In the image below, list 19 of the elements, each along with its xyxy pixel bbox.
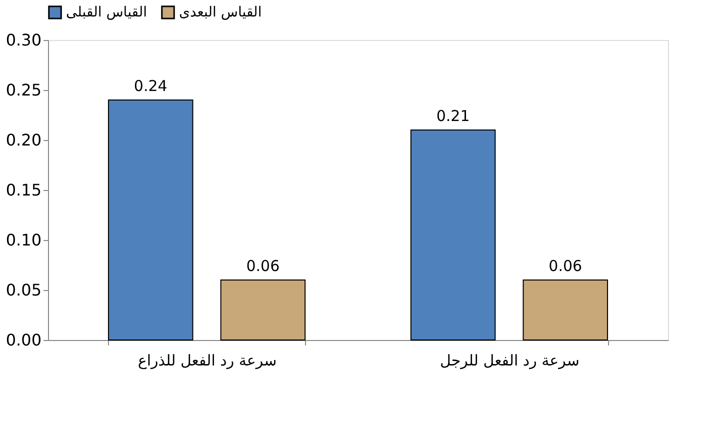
- bar: [410, 130, 496, 340]
- y-tick-label: 0.10: [6, 230, 42, 250]
- data-label: 0.21: [436, 107, 470, 125]
- legend-label: القياس القبلى: [66, 4, 148, 20]
- bar: [108, 100, 194, 340]
- bar: [220, 280, 306, 340]
- y-tick-label: 0.20: [6, 130, 42, 150]
- data-label: 0.06: [246, 257, 280, 275]
- y-tick-label: 0.25: [6, 80, 42, 100]
- x-tick-label: سرعة رد الفعل للرجل: [440, 352, 580, 370]
- y-tick-label: 0.05: [6, 280, 42, 300]
- data-label: 0.24: [134, 77, 168, 95]
- legend-label: القياس البعدى: [179, 4, 262, 20]
- x-tick-label: سرعة رد الفعل للذراع: [138, 352, 277, 370]
- data-label: 0.06: [548, 257, 582, 275]
- bar: [522, 280, 608, 340]
- y-tick-label: 0.00: [6, 330, 42, 350]
- y-tick-label: 0.15: [6, 180, 42, 200]
- y-tick-label: 0.30: [6, 30, 42, 50]
